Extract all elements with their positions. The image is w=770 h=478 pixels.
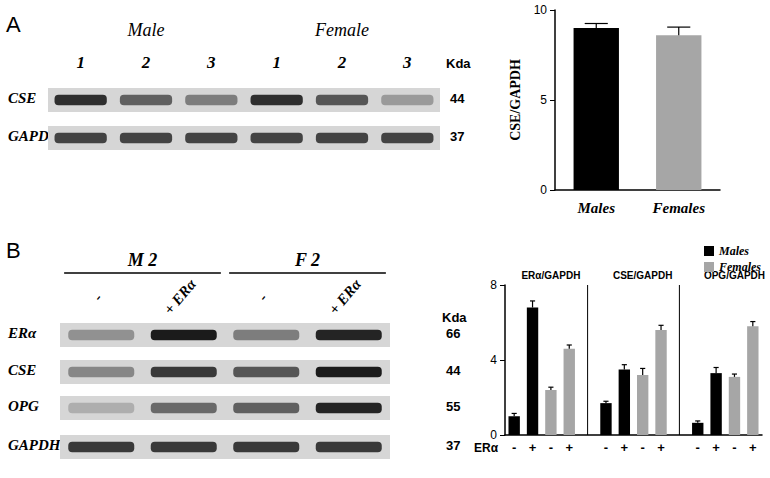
svg-text:Females: Females [652,200,706,216]
svg-text:Females: Females [718,260,761,274]
svg-text:37: 37 [446,438,460,453]
svg-text:44: 44 [446,363,461,378]
svg-text:3: 3 [402,53,412,72]
svg-text:F 2: F 2 [294,250,320,270]
svg-text:Male: Male [127,20,165,40]
svg-text:CSE/GAPDH: CSE/GAPDH [508,59,523,141]
svg-text:ERα/GAPDH: ERα/GAPDH [521,270,580,281]
svg-text:+: + [749,440,757,455]
svg-text:-: - [641,440,645,455]
svg-text:A: A [6,12,21,37]
svg-text:Males: Males [718,244,749,258]
svg-text:M 2: M 2 [127,250,158,270]
svg-text:CSE/GAPDH: CSE/GAPDH [613,270,672,281]
svg-text:+: + [529,440,537,455]
svg-text:Males: Males [577,200,616,216]
svg-text:Kda: Kda [442,310,467,325]
svg-text:+: + [565,440,573,455]
svg-text:ERα: ERα [7,325,37,341]
svg-text:B: B [6,238,21,263]
svg-text:-: - [696,440,700,455]
svg-text:OPG: OPG [8,398,39,414]
svg-text:OPG/GAPDH: OPG/GAPDH [703,269,765,281]
svg-text:Kda: Kda [446,56,471,71]
svg-text:8: 8 [490,278,497,292]
svg-text:44: 44 [450,91,465,106]
svg-text:1: 1 [76,53,85,72]
svg-text:2: 2 [337,53,347,72]
svg-text:+: + [712,440,720,455]
svg-text:10: 10 [534,3,548,17]
svg-text:Female: Female [314,20,369,40]
svg-text:+ ERα: + ERα [326,276,365,318]
svg-text:5: 5 [540,93,547,107]
svg-text:+: + [621,440,629,455]
svg-text:-: - [732,440,736,455]
svg-text:+ ERα: + ERα [161,276,200,318]
svg-text:GAPDH: GAPDH [8,437,62,453]
svg-text:37: 37 [450,129,464,144]
svg-text:GAPDH: GAPDH [8,128,61,145]
svg-text:-: - [90,290,105,304]
svg-text:0: 0 [490,428,497,442]
svg-text:CSE: CSE [8,362,36,378]
svg-text:+: + [657,440,665,455]
svg-text:ERα: ERα [474,441,499,455]
svg-text:-: - [255,290,270,304]
svg-text:1: 1 [272,53,281,72]
svg-text:2: 2 [141,53,151,72]
svg-text:4: 4 [490,353,497,367]
svg-text:-: - [549,440,553,455]
svg-text:66: 66 [446,326,460,341]
svg-text:CSE: CSE [8,90,36,106]
svg-text:-: - [512,440,516,455]
svg-text:-: - [604,440,608,455]
svg-text:3: 3 [206,53,216,72]
svg-text:55: 55 [446,399,460,414]
svg-text:0: 0 [540,183,547,197]
